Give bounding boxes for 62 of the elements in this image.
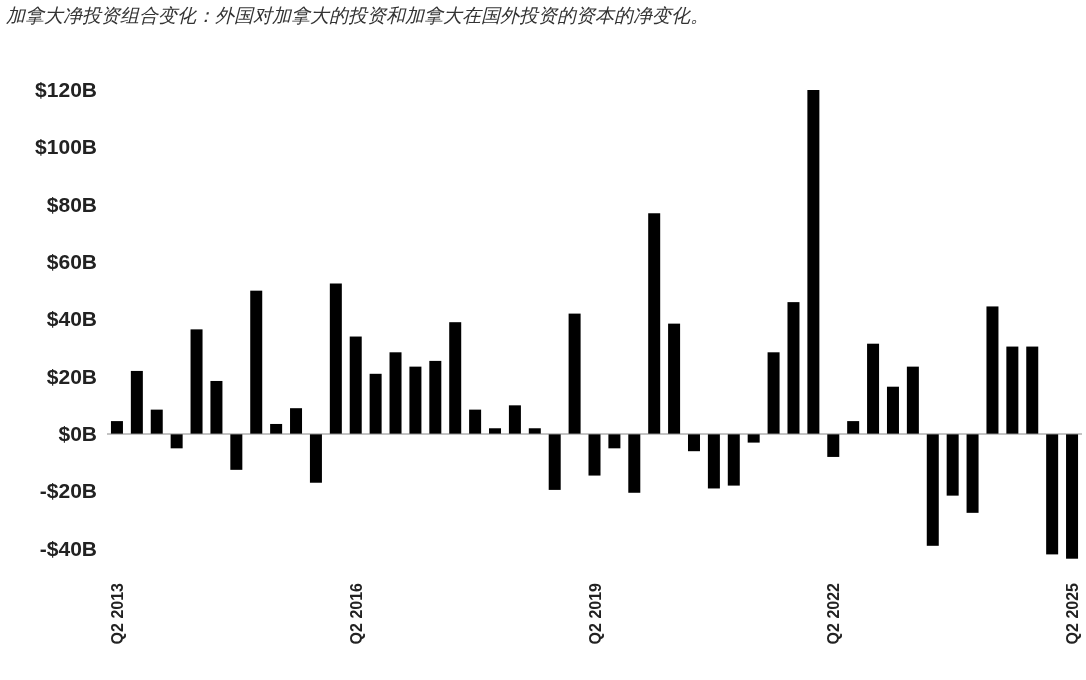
bar bbox=[648, 213, 661, 434]
bar bbox=[150, 409, 163, 434]
bar bbox=[707, 434, 720, 489]
bar bbox=[508, 405, 521, 434]
bar bbox=[867, 343, 880, 434]
bar bbox=[727, 434, 740, 486]
chart-title: 加拿大净投资组合变化：外国对加拿大的投资和加拿大在国外投资的资本的净变化。 bbox=[6, 5, 709, 26]
bar bbox=[329, 283, 342, 434]
x-tick-label: Q2 2019 bbox=[586, 582, 604, 645]
y-tick-label: $80B bbox=[46, 192, 97, 216]
bar bbox=[568, 313, 581, 434]
bar bbox=[230, 434, 243, 470]
bar bbox=[986, 306, 999, 434]
x-tick-label: Q2 2016 bbox=[347, 582, 365, 645]
bar bbox=[628, 434, 641, 493]
bar bbox=[389, 352, 402, 434]
bar bbox=[349, 336, 362, 434]
bar bbox=[1046, 434, 1059, 555]
y-tick-label: -$20B bbox=[39, 479, 97, 503]
bar bbox=[608, 434, 621, 449]
y-tick-label: $40B bbox=[46, 307, 97, 331]
bar bbox=[190, 329, 203, 434]
bar bbox=[369, 373, 382, 434]
bar bbox=[827, 434, 840, 457]
bar bbox=[747, 434, 760, 443]
bar bbox=[1026, 346, 1039, 434]
bar bbox=[926, 434, 939, 546]
y-tick-label: $0B bbox=[58, 422, 97, 445]
bar bbox=[1066, 434, 1079, 559]
bar bbox=[966, 434, 979, 513]
bar bbox=[270, 423, 283, 434]
bar bbox=[250, 290, 263, 434]
bar bbox=[210, 380, 223, 434]
bar bbox=[946, 434, 959, 496]
bar bbox=[906, 366, 919, 434]
bar bbox=[668, 323, 681, 434]
bar bbox=[767, 352, 780, 434]
bar bbox=[687, 434, 700, 452]
x-tick-label: Q2 2025 bbox=[1064, 582, 1082, 645]
bar bbox=[588, 434, 601, 476]
bar bbox=[130, 370, 143, 434]
x-tick-label: Q2 2022 bbox=[825, 582, 843, 645]
bar bbox=[787, 302, 800, 434]
bar bbox=[309, 434, 322, 483]
bar bbox=[1006, 346, 1019, 434]
bar bbox=[449, 322, 462, 434]
bar bbox=[807, 90, 820, 434]
y-tick-label: $100B bbox=[35, 135, 97, 159]
bar bbox=[847, 421, 860, 434]
y-tick-label: $60B bbox=[46, 250, 97, 273]
x-tick-label: Q2 2013 bbox=[108, 582, 126, 645]
bar bbox=[409, 366, 422, 434]
bar bbox=[170, 434, 183, 449]
bar bbox=[429, 360, 442, 434]
bar bbox=[886, 386, 899, 434]
bar bbox=[469, 409, 482, 434]
y-tick-label: $120B bbox=[35, 78, 97, 101]
bar bbox=[110, 421, 123, 434]
bar bbox=[290, 408, 303, 434]
y-tick-label: $20B bbox=[46, 364, 97, 388]
bar bbox=[548, 434, 561, 490]
y-tick-label: -$40B bbox=[39, 536, 97, 560]
